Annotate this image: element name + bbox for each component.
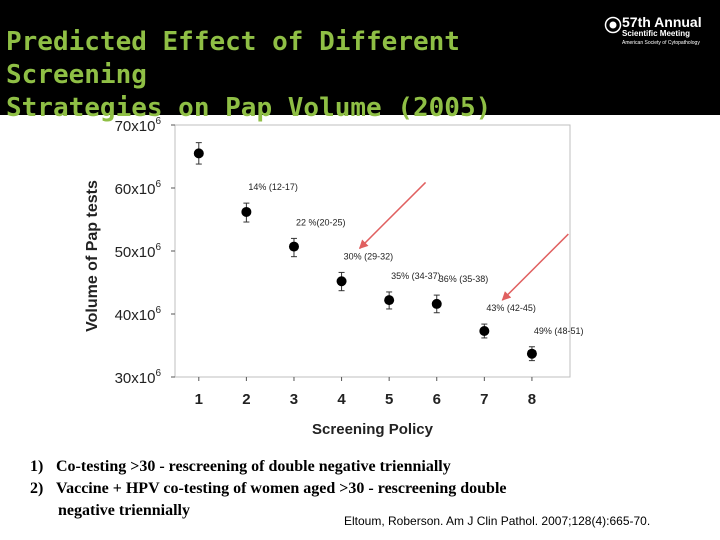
y-tick-label: 40x106 <box>115 305 162 324</box>
data-point <box>526 348 537 359</box>
point-annotation: 49% (48-51) <box>534 326 584 336</box>
data-point <box>288 241 299 252</box>
slide-title: Predicted Effect of Different Screening … <box>6 26 606 125</box>
x-tick-label: 8 <box>528 391 536 408</box>
y-tick-label: 50x106 <box>115 242 162 261</box>
data-point <box>479 326 490 337</box>
logo-text-line-2: Scientific Meeting <box>622 29 691 38</box>
citation: Eltoum, Roberson. Am J Clin Pathol. 2007… <box>344 514 651 528</box>
x-tick-label: 3 <box>290 391 298 408</box>
x-axis-label: Screening Policy <box>312 421 434 438</box>
logo-mark-icon <box>604 16 622 34</box>
footnote-2-number: 2) <box>30 480 44 497</box>
y-tick-label: 70x106 <box>115 116 162 135</box>
meeting-logo: 57th Annual Scientific Meeting American … <box>604 14 716 64</box>
data-point <box>431 298 442 309</box>
x-tick-label: 6 <box>433 391 441 408</box>
y-tick-label: 60x106 <box>115 179 162 198</box>
x-tick-label: 7 <box>480 391 488 408</box>
y-tick-label: 30x106 <box>115 368 162 387</box>
data-point <box>384 295 395 306</box>
title-bar: Predicted Effect of Different Screening … <box>0 0 720 123</box>
x-tick-label: 5 <box>385 391 393 408</box>
point-annotation: 36% (35-38) <box>439 274 489 284</box>
scatter-chart: 30x106 40x106 50x106 60x106 70x106 1 2 3 4 5 6 7 8 Sc… <box>84 116 584 438</box>
point-annotation: 22 %(20-25) <box>296 217 346 227</box>
slide-title-line-2: Strategies on Pap Volume (2005) <box>6 93 492 123</box>
data-point <box>241 206 252 217</box>
x-tick-label: 2 <box>242 391 250 408</box>
data-point <box>193 148 204 159</box>
footnote-2: 2) Vaccine + HPV co-testing of women aged… <box>30 478 507 500</box>
point-annotation: 35% (34-37) <box>391 271 441 281</box>
slide-title-line-1: Predicted Effect of Different Screening <box>6 27 460 90</box>
point-annotation: 14% (12-17) <box>248 182 298 192</box>
footnote-1-text: Co-testing >30 - rescreening of double n… <box>56 458 451 475</box>
x-tick-label: 1 <box>195 391 203 408</box>
logo-text-line-1: 57th Annual <box>622 14 702 30</box>
pointer-arrow <box>358 181 427 250</box>
point-annotation: 30% (29-32) <box>344 251 394 261</box>
footnote-2-text: Vaccine + HPV co-testing of women aged >… <box>56 480 507 497</box>
data-point <box>336 276 347 287</box>
pointer-arrow <box>501 233 569 301</box>
footnote-1: 1) Co-testing >30 - rescreening of double… <box>30 456 507 478</box>
footnote-2-continuation: negative triennially <box>58 502 190 519</box>
footnotes: 1) Co-testing >30 - rescreening of double… <box>30 456 507 522</box>
x-tick-label: 4 <box>337 391 346 408</box>
y-axis-label: Volume of Pap tests <box>84 180 101 332</box>
logo-text-line-3: American Society of Cytopathology <box>622 40 700 46</box>
footnote-1-number: 1) <box>30 458 44 475</box>
point-annotation: 43% (42-45) <box>486 303 536 313</box>
